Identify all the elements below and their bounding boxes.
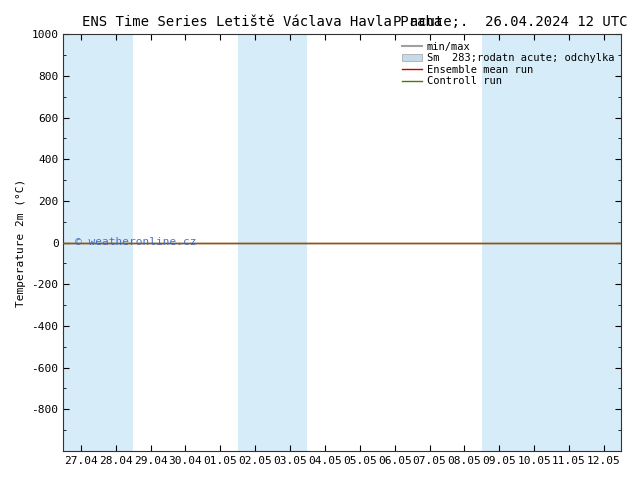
Y-axis label: Temperature 2m (°C): Temperature 2m (°C) (16, 178, 26, 307)
Bar (552, 34, 586, 451)
Bar (586, 34, 621, 451)
Bar (63, 34, 98, 451)
Text: P acute;.  26.04.2024 12 UTC: P acute;. 26.04.2024 12 UTC (393, 15, 628, 29)
Text: © weatheronline.cz: © weatheronline.cz (75, 237, 196, 246)
Bar (517, 34, 552, 451)
Bar (273, 34, 307, 451)
Bar (482, 34, 517, 451)
Bar (238, 34, 273, 451)
Bar (98, 34, 133, 451)
Text: ENS Time Series Letiště Václava Havla Praha: ENS Time Series Letiště Václava Havla Pr… (82, 15, 443, 29)
Legend: min/max, Sm  283;rodatn acute; odchylka, Ensemble mean run, Controll run: min/max, Sm 283;rodatn acute; odchylka, … (399, 40, 616, 88)
